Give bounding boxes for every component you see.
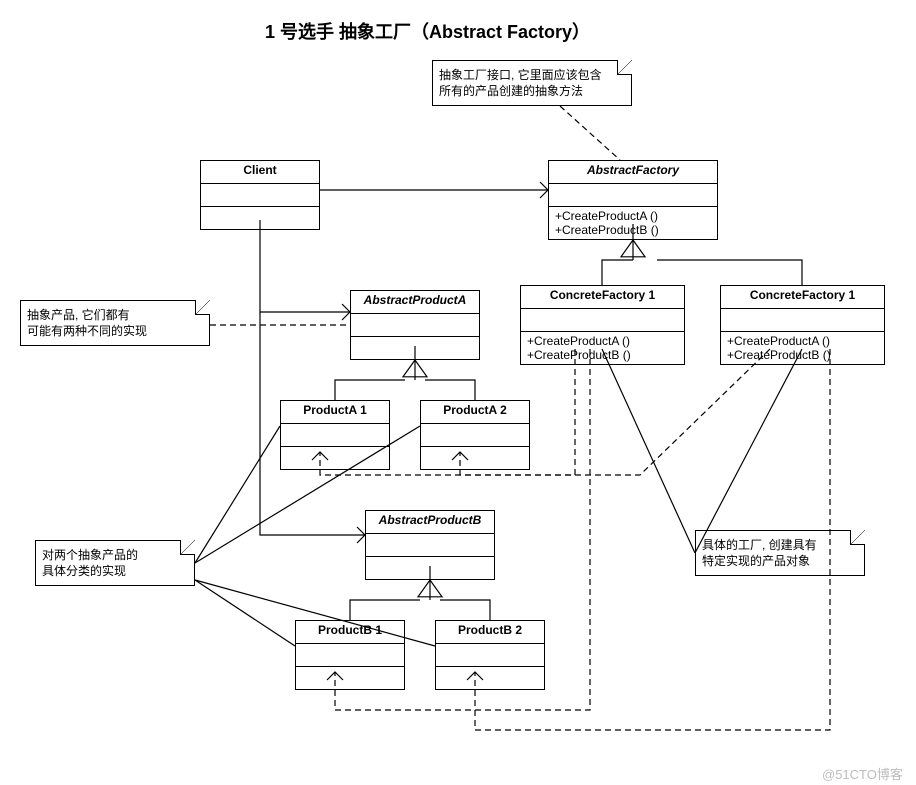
class-methods: +CreateProductA () +CreateProductB () [721,332,884,364]
class-methods [201,207,319,229]
note-line: 抽象产品, 它们都有 [27,307,201,323]
class-methods: +CreateProductA () +CreateProductB () [549,207,717,239]
class-abstract-product-b: AbstractProductB [365,510,495,580]
class-product-a2: ProductA 2 [420,400,530,470]
note-line: 对两个抽象产品的 [42,547,186,563]
class-attrs [351,314,479,337]
note-concrete-factory: 具体的工厂, 创建具有特定实现的产品对象 [695,530,865,576]
note-line: 抽象工厂接口, 它里面应该包含 [439,67,623,83]
class-name: ProductA 1 [281,401,389,424]
note-fold-icon [195,300,210,315]
class-name: AbstractProductA [351,291,479,314]
class-methods [296,667,404,689]
class-name: ProductA 2 [421,401,529,424]
class-name: ConcreteFactory 1 [521,286,684,309]
class-attrs [436,644,544,667]
class-methods [436,667,544,689]
class-attrs [201,184,319,207]
class-name: Client [201,161,319,184]
class-attrs [366,534,494,557]
class-product-a1: ProductA 1 [280,400,390,470]
note-line: 所有的产品创建的抽象方法 [439,83,623,99]
class-attrs [421,424,529,447]
note-abstract-product: 抽象产品, 它们都有可能有两种不同的实现 [20,300,210,346]
note-line: 特定实现的产品对象 [702,553,856,569]
class-attrs [281,424,389,447]
class-concrete-factory-2: ConcreteFactory 1 +CreateProductA () +Cre… [720,285,885,365]
class-attrs [549,184,717,207]
class-name: ProductB 2 [436,621,544,644]
note-line: 可能有两种不同的实现 [27,323,201,339]
class-name: AbstractFactory [549,161,717,184]
class-name: AbstractProductB [366,511,494,534]
note-line: 具体的工厂, 创建具有 [702,537,856,553]
class-attrs [296,644,404,667]
class-methods [281,447,389,469]
note-fold-icon [180,540,195,555]
class-methods [351,337,479,359]
class-methods: +CreateProductA () +CreateProductB () [521,332,684,364]
class-attrs [521,309,684,332]
watermark: @51CTO博客 [822,764,903,783]
note-product-impls: 对两个抽象产品的具体分类的实现 [35,540,195,586]
diagram-canvas: 1 号选手 抽象工厂（Abstract Factory） @51CTO博客 Cl… [0,0,916,785]
class-abstract-factory: AbstractFactory +CreateProductA () +Creat… [548,160,718,240]
class-methods [366,557,494,579]
class-product-b2: ProductB 2 [435,620,545,690]
class-attrs [721,309,884,332]
note-fold-icon [617,60,632,75]
class-methods [421,447,529,469]
note-factory-interface: 抽象工厂接口, 它里面应该包含所有的产品创建的抽象方法 [432,60,632,106]
class-name: ConcreteFactory 1 [721,286,884,309]
note-fold-icon [850,530,865,545]
class-concrete-factory-1: ConcreteFactory 1 +CreateProductA () +Cre… [520,285,685,365]
note-line: 具体分类的实现 [42,563,186,579]
class-product-b1: ProductB 1 [295,620,405,690]
class-client: Client [200,160,320,230]
class-abstract-product-a: AbstractProductA [350,290,480,360]
class-name: ProductB 1 [296,621,404,644]
page-title: 1 号选手 抽象工厂（Abstract Factory） [265,18,590,44]
